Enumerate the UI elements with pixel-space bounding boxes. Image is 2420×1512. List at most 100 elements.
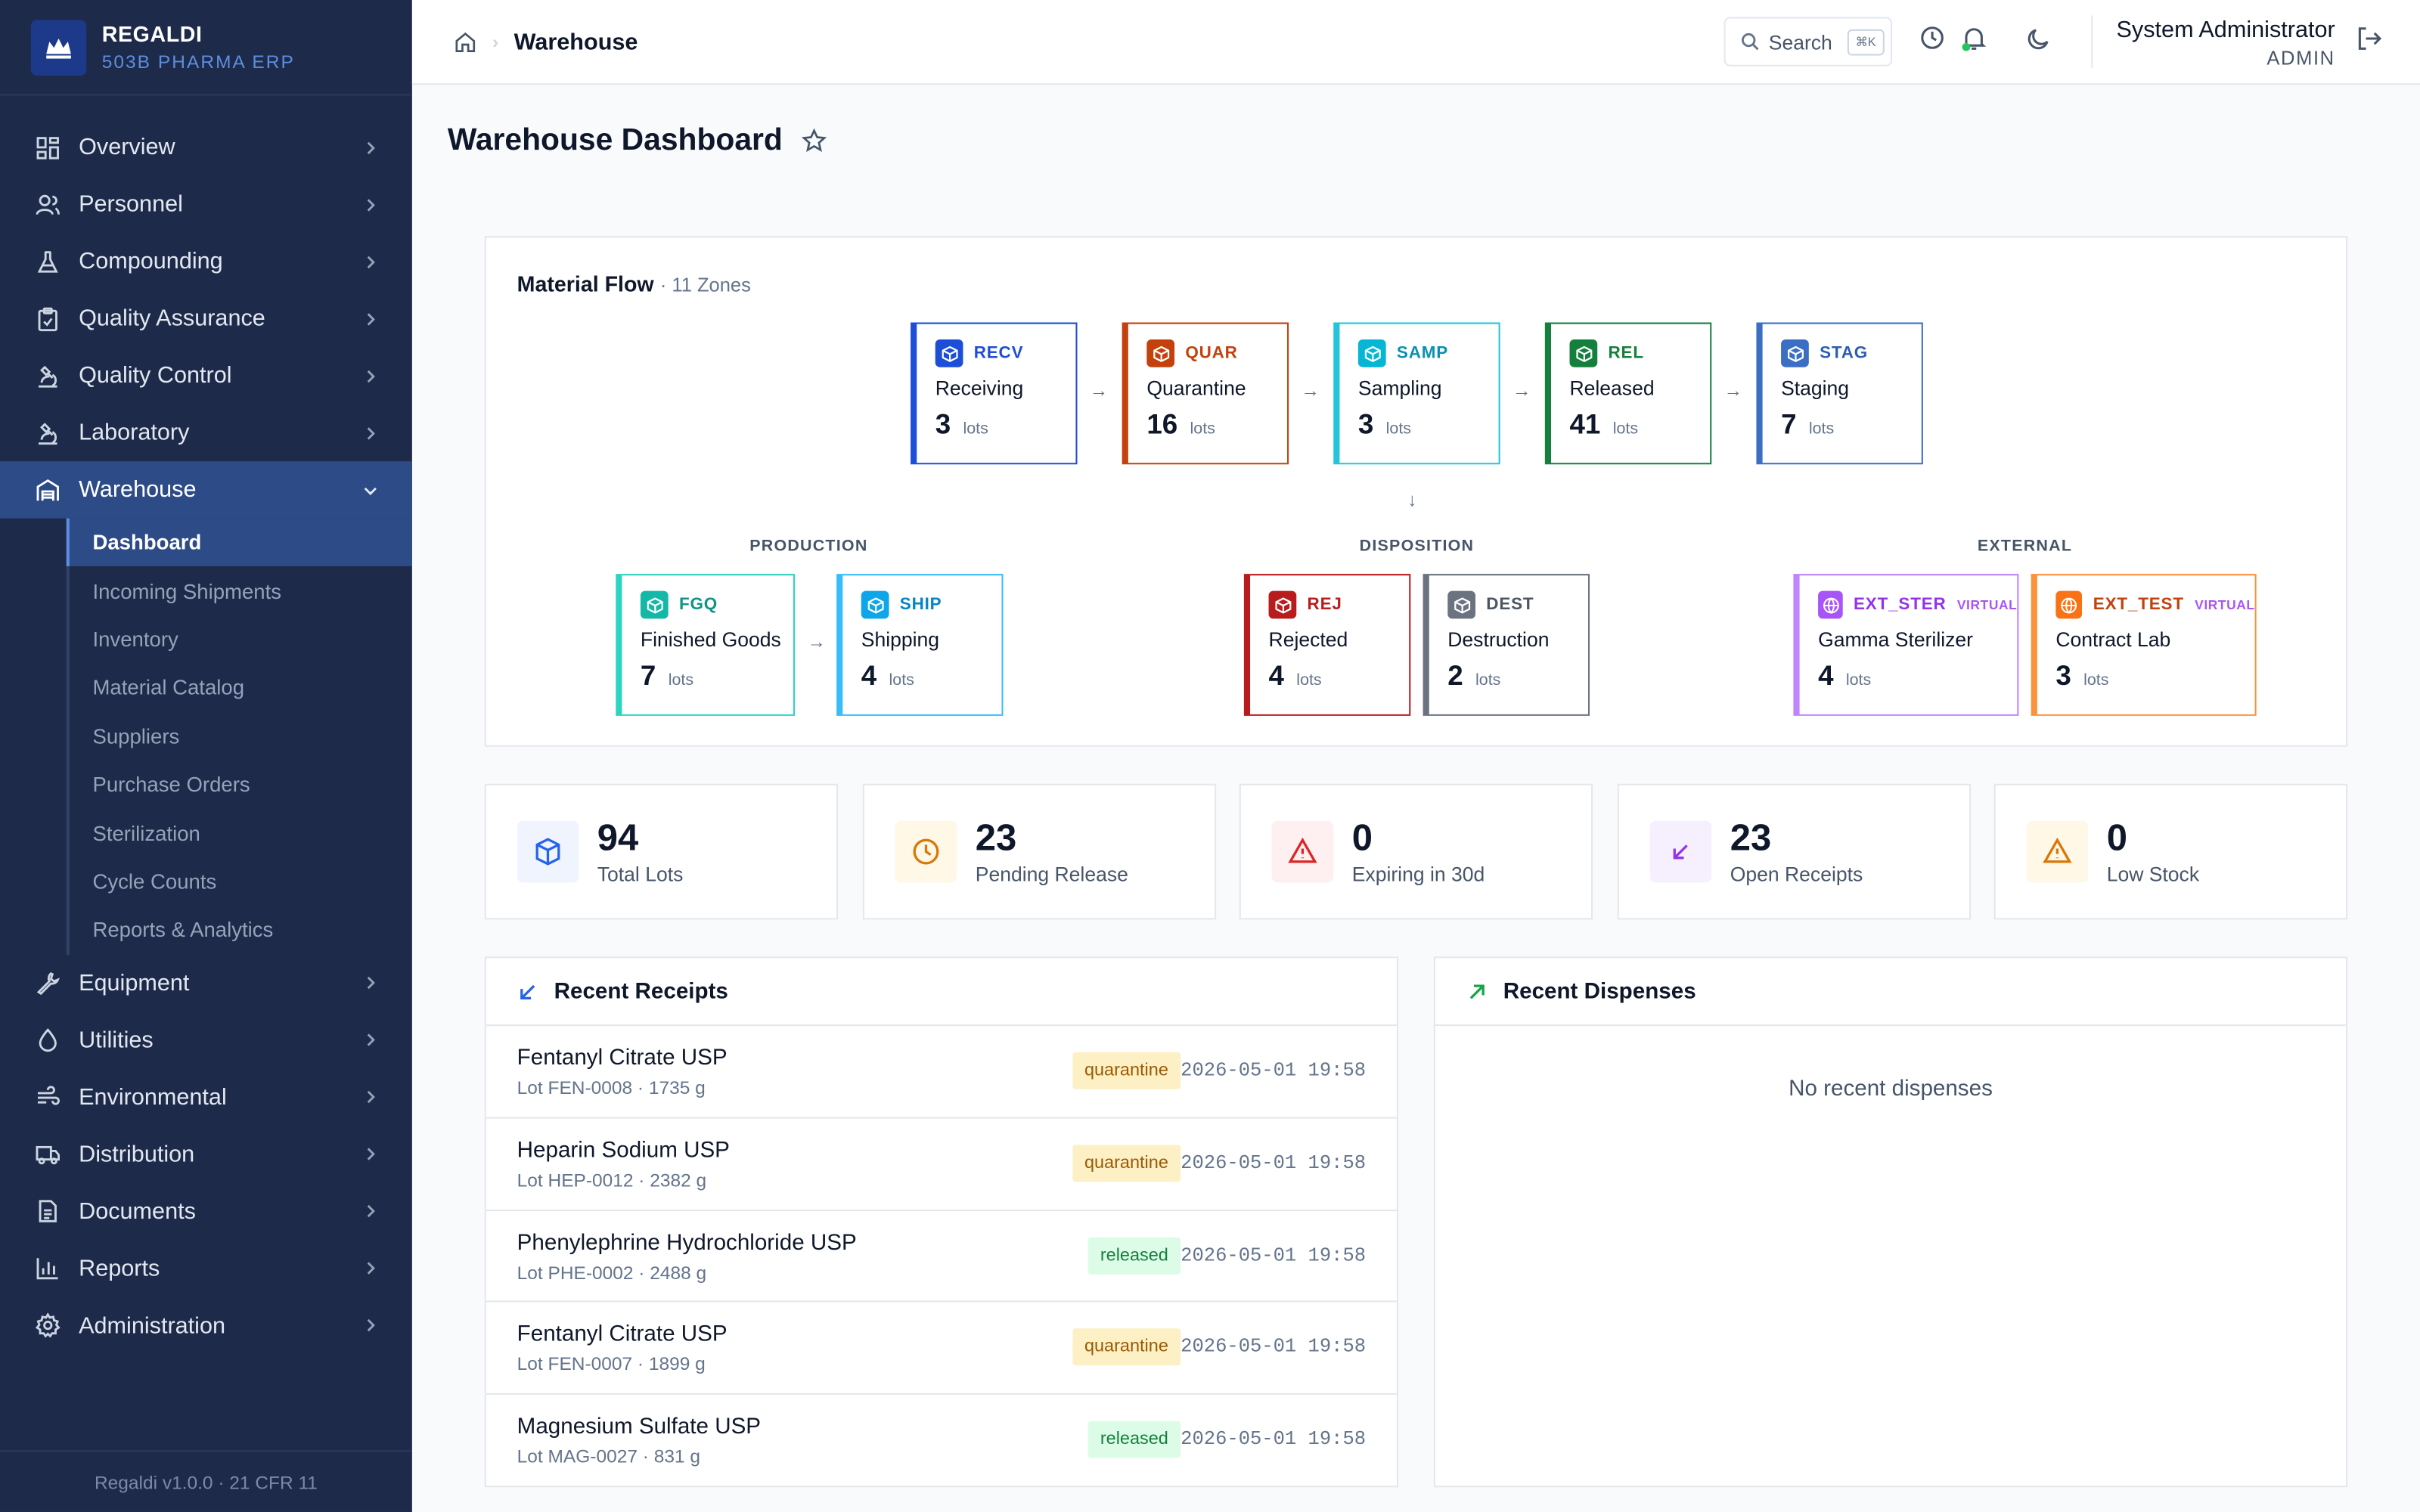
zone-card-samp[interactable]: SAMP Sampling 3 lots [1333, 322, 1500, 465]
receipt-row[interactable]: Heparin Sodium USP Lot HEP-0012 · 2382 g… [486, 1118, 1397, 1211]
user-role: ADMIN [2266, 48, 2335, 70]
zone-count: 4 [861, 660, 877, 692]
sidebar-item-quality-assurance[interactable]: Quality Assurance [0, 290, 412, 348]
moon-icon[interactable] [2025, 25, 2053, 53]
sidebar-item-environmental[interactable]: Environmental [0, 1068, 412, 1126]
bell-icon[interactable] [1960, 25, 1988, 53]
stat-card-pending-release[interactable]: 23 Pending Release [862, 783, 1217, 920]
material-name: Heparin Sodium USP [517, 1138, 730, 1163]
star-icon[interactable] [801, 128, 827, 154]
truck-icon [36, 1145, 60, 1165]
arrow-right-icon: → [1512, 380, 1531, 401]
recent-receipts-header: Recent Receipts [486, 958, 1397, 1027]
receipt-timestamp: 2026-05-01 19:58 [1181, 1429, 1367, 1451]
search-icon [1742, 33, 1759, 51]
stat-value: 23 [1730, 816, 1772, 859]
history-clock-icon[interactable] [1919, 25, 1947, 53]
receipt-row[interactable]: Fentanyl Citrate USP Lot FEN-0008 · 1735… [486, 1026, 1397, 1119]
zone-card-ext-ster[interactable]: EXT_STER VIRTUAL Gamma Sterilizer 4 lots [1793, 574, 2019, 716]
empty-state-message: No recent dispenses [1789, 1077, 1993, 1102]
zone-card-quar[interactable]: QUAR Quarantine 16 lots [1122, 322, 1289, 465]
stat-card-total-lots[interactable]: 94 Total Lots [484, 783, 839, 920]
sidebar-item-reports[interactable]: Reports [0, 1240, 412, 1297]
receipt-timestamp: 2026-05-01 19:58 [1181, 1337, 1367, 1359]
zone-card-recv[interactable]: RECV Receiving 3 lots [911, 322, 1078, 465]
chevron-right-icon [367, 1090, 375, 1104]
zone-unit: lots [1385, 420, 1412, 438]
sidebar-item-overview[interactable]: Overview [0, 119, 412, 176]
zone-card-dest[interactable]: DEST Destruction 2 lots [1423, 574, 1590, 716]
box-icon [1146, 339, 1175, 367]
arrow-down-icon: ↓ [1407, 488, 1417, 511]
material-name: Fentanyl Citrate USP [517, 1322, 728, 1348]
stat-card-low-stock[interactable]: 0 Low Stock [1993, 783, 2348, 920]
sidebar-item-warehouse[interactable]: Warehouse [0, 461, 412, 519]
zone-name: Quarantine [1146, 376, 1246, 400]
sidebar-item-administration[interactable]: Administration [0, 1297, 412, 1354]
receipt-row[interactable]: Fentanyl Citrate USP Lot FEN-0007 · 1899… [486, 1303, 1397, 1396]
sidebar-item-compounding[interactable]: Compounding [0, 233, 412, 290]
breadcrumb-current[interactable]: Warehouse [513, 28, 638, 55]
recent-receipts-title: Recent Receipts [554, 978, 728, 1004]
submenu-item-reports-analytics[interactable]: Reports & Analytics [92, 918, 274, 942]
recent-receipts-panel: Recent Receipts Fentanyl Citrate USP Lot… [484, 956, 1398, 1488]
home-icon[interactable] [454, 30, 477, 54]
group-label-disposition: DISPOSITION [1359, 537, 1475, 556]
sidebar-item-utilities[interactable]: Utilities [0, 1012, 412, 1069]
zone-card-stag[interactable]: STAG Staging 7 lots [1756, 322, 1923, 465]
zone-card-rel[interactable]: REL Released 41 lots [1544, 322, 1712, 465]
material-flow-card: Material Flow · 11 Zones RECV Receiving 3… [484, 236, 2348, 747]
sidebar-item-personnel[interactable]: Personnel [0, 176, 412, 234]
zone-code: RECV [973, 344, 1024, 363]
zone-card-ship[interactable]: SHIP Shipping 4 lots [836, 574, 1004, 716]
search-button[interactable]: Search ⌘K [1723, 17, 1893, 67]
logout-icon[interactable] [2355, 25, 2383, 53]
sidebar-item-label: Quality Control [79, 362, 232, 389]
sidebar-item-label: Equipment [79, 969, 190, 996]
box-icon [640, 590, 669, 619]
bar-chart-icon [36, 1258, 58, 1280]
microscope-icon [39, 364, 57, 387]
brand[interactable]: REGALDI 503B PHARMA ERP [0, 0, 412, 96]
sidebar-item-distribution[interactable]: Distribution [0, 1126, 412, 1183]
box-icon [1268, 590, 1297, 619]
submenu-item-incoming-shipments[interactable]: Incoming Shipments [92, 579, 282, 603]
microscope-icon [39, 422, 57, 445]
receipt-row[interactable]: Magnesium Sulfate USP Lot MAG-0027 · 831… [486, 1395, 1397, 1487]
zone-count: 4 [1818, 660, 1834, 692]
breadcrumb: › Warehouse [454, 28, 638, 55]
globe-icon [2055, 590, 2083, 619]
zone-code: REJ [1307, 595, 1342, 615]
submenu-item-sterilization[interactable]: Sterilization [92, 821, 200, 845]
sidebar-item-quality-control[interactable]: Quality Control [0, 347, 412, 404]
sidebar-item-laboratory[interactable]: Laboratory [0, 404, 412, 462]
sidebar-item-label: Administration [79, 1312, 226, 1339]
box-icon [861, 590, 889, 619]
zone-count: 41 [1569, 408, 1601, 440]
user-name: System Administrator [2116, 17, 2335, 44]
zone-card-ext-test[interactable]: EXT_TEST VIRTUAL Contract Lab 3 lots [2031, 574, 2257, 716]
stat-card-expiring[interactable]: 0 Expiring in 30d [1239, 783, 1593, 920]
recent-dispenses-panel: Recent Dispenses No recent dispenses [1433, 956, 2348, 1488]
submenu-item-inventory[interactable]: Inventory [92, 627, 178, 652]
zone-name: Rejected [1268, 627, 1348, 652]
zone-card-rej[interactable]: REJ Rejected 4 lots [1243, 574, 1411, 716]
receipt-row[interactable]: Phenylephrine Hydrochloride USP Lot PHE-… [486, 1210, 1397, 1303]
submenu-item-purchase-orders[interactable]: Purchase Orders [92, 773, 250, 797]
receipt-timestamp: 2026-05-01 19:58 [1181, 1244, 1367, 1266]
submenu-item-dashboard[interactable]: Dashboard [66, 518, 412, 567]
submenu-item-cycle-counts[interactable]: Cycle Counts [92, 869, 217, 894]
sidebar-item-documents[interactable]: Documents [0, 1182, 412, 1240]
zone-count: 4 [1268, 660, 1284, 692]
sidebar: REGALDI 503B PHARMA ERP Overview Personn… [0, 0, 412, 1512]
stat-card-open-receipts[interactable]: 23 Open Receipts [1617, 783, 1972, 920]
zone-card-fgq[interactable]: FGQ Finished Goods 7 lots [616, 574, 796, 716]
user-menu[interactable]: System Administrator ADMIN [2117, 17, 2335, 69]
submenu-item-suppliers[interactable]: Suppliers [92, 724, 180, 748]
status-badge: quarantine [1072, 1144, 1181, 1182]
submenu-item-material-catalog[interactable]: Material Catalog [92, 676, 245, 700]
sidebar-item-label: Reports [79, 1255, 160, 1281]
zone-unit: lots [2083, 671, 2109, 690]
sidebar-item-equipment[interactable]: Equipment [0, 954, 412, 1012]
material-name: Magnesium Sulfate USP [517, 1414, 762, 1440]
